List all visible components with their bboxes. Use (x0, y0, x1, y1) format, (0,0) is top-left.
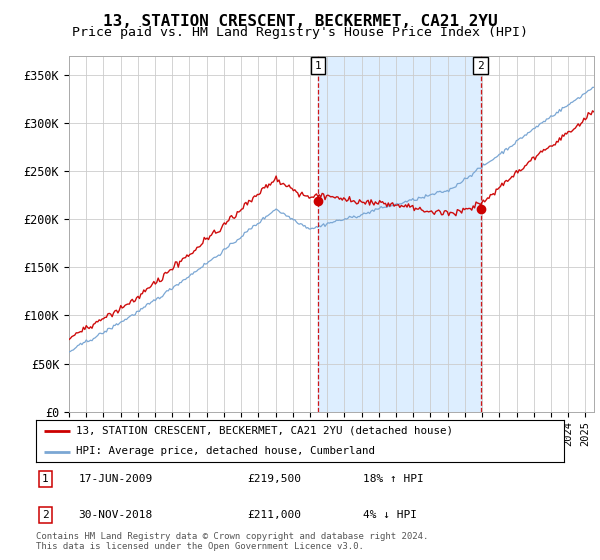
Text: 13, STATION CRESCENT, BECKERMET, CA21 2YU: 13, STATION CRESCENT, BECKERMET, CA21 2Y… (103, 14, 497, 29)
Text: 4% ↓ HPI: 4% ↓ HPI (364, 510, 418, 520)
Text: £219,500: £219,500 (247, 474, 301, 484)
Text: 1: 1 (42, 474, 49, 484)
Text: 13, STATION CRESCENT, BECKERMET, CA21 2YU (detached house): 13, STATION CRESCENT, BECKERMET, CA21 2Y… (76, 426, 452, 436)
Text: HPI: Average price, detached house, Cumberland: HPI: Average price, detached house, Cumb… (76, 446, 374, 456)
Text: 1: 1 (314, 60, 321, 71)
Text: 2: 2 (478, 60, 484, 71)
Bar (318, 56, 481, 412)
Text: 17-JUN-2009: 17-JUN-2009 (78, 474, 152, 484)
Text: Contains HM Land Registry data © Crown copyright and database right 2024.
This d: Contains HM Land Registry data © Crown c… (36, 532, 428, 552)
Text: 30-NOV-2018: 30-NOV-2018 (78, 510, 152, 520)
Text: £211,000: £211,000 (247, 510, 301, 520)
Text: 18% ↑ HPI: 18% ↑ HPI (364, 474, 424, 484)
Text: 2: 2 (42, 510, 49, 520)
Text: Price paid vs. HM Land Registry's House Price Index (HPI): Price paid vs. HM Land Registry's House … (72, 26, 528, 39)
